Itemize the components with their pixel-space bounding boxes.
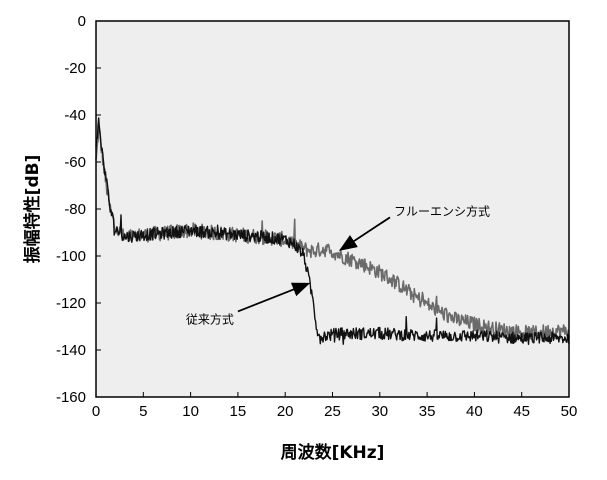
x-tick-label: 20 — [277, 403, 294, 420]
y-tick-label: -120 — [56, 295, 86, 312]
annotation-label: 従来方式 — [186, 311, 234, 326]
x-axis-label: 周波数[KHz] — [281, 442, 385, 463]
y-tick-label: -100 — [56, 248, 86, 265]
series-line — [95, 117, 570, 345]
x-tick-label: 15 — [230, 403, 247, 420]
y-tick-label: -60 — [64, 154, 86, 171]
annotation-label: フルーエンシ方式 — [394, 203, 490, 218]
annotation-arrow — [338, 216, 391, 251]
annotation-arrow — [237, 282, 311, 313]
x-axis: 0 5 10 15 20 25 30 35 40 45 50 — [92, 392, 578, 420]
y-tick-label: 0 — [78, 13, 86, 30]
x-tick-label: 10 — [182, 403, 199, 420]
x-tick-label: 5 — [139, 403, 147, 420]
x-tick-label: 40 — [466, 403, 483, 420]
y-tick-label: -20 — [64, 60, 86, 77]
y-tick-label: -40 — [64, 107, 86, 124]
x-tick-label: 25 — [324, 403, 341, 420]
y-tick-label: -140 — [56, 342, 86, 359]
y-axis-label: 振幅特性[dB] — [22, 155, 43, 264]
x-tick-label: 35 — [419, 403, 436, 420]
y-axis: 0 -20 -40 -60 -80 -100 -120 -140 -160 — [56, 13, 101, 406]
y-tick-label: -160 — [56, 389, 86, 406]
x-tick-label: 30 — [371, 403, 388, 420]
y-tick-label: -80 — [64, 201, 86, 218]
series-layer — [95, 117, 570, 345]
x-tick-label: 0 — [92, 403, 100, 420]
x-tick-label: 50 — [561, 403, 578, 420]
x-tick-label: 45 — [513, 403, 530, 420]
